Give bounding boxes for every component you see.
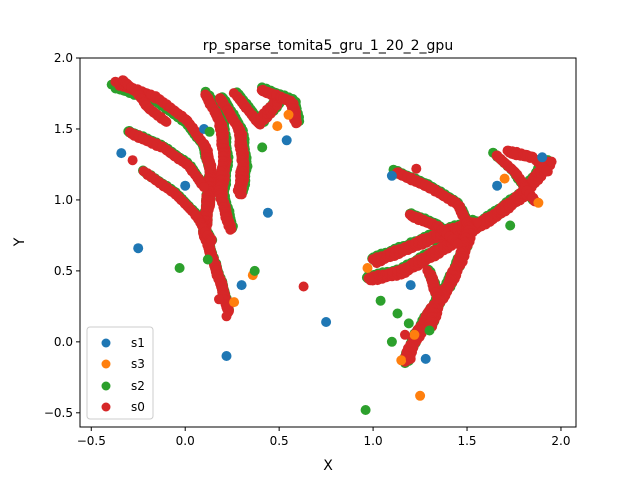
point-s0 (364, 273, 375, 283)
x-axis-ticks: −0.5 0.0 0.5 1.0 1.5 2.0 (77, 427, 571, 448)
cluster-point (199, 182, 209, 193)
point-s1 (236, 280, 247, 291)
cluster-s0-11 (404, 209, 463, 249)
point-s2 (204, 126, 215, 137)
y-tick-label: −0.5 (44, 406, 73, 420)
x-tick-label: 0.5 (270, 434, 289, 448)
cluster-point (206, 236, 217, 247)
cluster-s0-5 (215, 93, 250, 200)
point-s1 (221, 351, 232, 361)
cluster-point (234, 189, 245, 200)
cluster-s0-7 (256, 84, 302, 129)
cluster-point (291, 118, 302, 129)
point-s0 (411, 163, 422, 174)
x-tick-label: 1.0 (364, 434, 383, 448)
point-s1 (420, 353, 431, 364)
point-s2 (360, 405, 371, 415)
cluster-point (225, 224, 236, 235)
point-s1 (180, 180, 191, 191)
legend-entry-s1: s1 (101, 336, 145, 350)
legend-label-s0: s0 (131, 400, 145, 414)
point-s3 (409, 329, 420, 340)
point-s3 (415, 390, 426, 401)
point-s2 (424, 325, 435, 336)
point-s3 (272, 121, 283, 132)
legend-label-s2: s2 (131, 379, 145, 393)
legend-marker-s0 (101, 402, 111, 412)
scatter-points (116, 109, 557, 415)
legend-label-s3: s3 (131, 357, 145, 371)
y-tick-label: 1.5 (54, 122, 73, 136)
point-clusters (106, 75, 556, 369)
point-s0 (400, 329, 410, 340)
point-s3 (362, 263, 373, 273)
point-s2 (375, 295, 386, 306)
legend-entry-s2: s2 (101, 379, 145, 393)
point-s2 (403, 318, 414, 329)
point-s1 (537, 152, 548, 163)
point-s2 (174, 263, 185, 273)
point-s0 (127, 155, 138, 166)
cluster-s0-1 (117, 75, 172, 127)
cluster-s0-3 (138, 166, 217, 247)
cluster-s0-6 (228, 88, 283, 130)
legend-box (86, 326, 154, 420)
y-tick-label: 0.0 (54, 335, 73, 349)
chart-title: rp_sparse_tomita5_gru_1_20_2_gpu (203, 38, 453, 54)
point-s2 (249, 265, 260, 276)
point-s3 (499, 173, 510, 184)
point-s2 (386, 336, 397, 347)
legend-entry-s3: s3 (101, 357, 145, 371)
point-s1 (281, 135, 292, 146)
point-s1 (492, 180, 503, 191)
legend-label-s1: s1 (131, 336, 145, 350)
y-axis-ticks: −0.5 0.0 0.5 1.0 1.5 2.0 (44, 51, 80, 420)
plot-frame (79, 57, 577, 428)
x-axis-label: X (323, 458, 333, 474)
cluster-point (161, 116, 172, 127)
point-s1 (133, 243, 144, 254)
point-s0 (214, 294, 224, 305)
point-s0 (221, 311, 232, 322)
point-s1 (405, 280, 416, 291)
point-s2 (257, 142, 268, 153)
point-s1 (321, 317, 332, 327)
point-s2 (505, 220, 516, 231)
point-s1 (386, 170, 397, 181)
legend-marker-s3 (101, 359, 111, 369)
point-s0 (509, 149, 519, 160)
point-s3 (283, 109, 294, 120)
legend-entry-s0: s0 (101, 400, 145, 414)
point-s2 (392, 308, 403, 319)
x-tick-label: −0.5 (77, 434, 106, 448)
y-tick-label: 0.5 (54, 264, 73, 278)
y-tick-label: 1.0 (54, 193, 73, 207)
point-s2 (202, 254, 213, 265)
cluster-point (452, 238, 463, 249)
point-s3 (229, 297, 240, 308)
cluster-s0-4 (200, 89, 237, 235)
y-tick-label: 2.0 (54, 51, 73, 65)
point-s1 (262, 207, 273, 218)
point-s1 (116, 148, 127, 159)
x-tick-label: 1.5 (457, 434, 476, 448)
point-s3 (396, 355, 407, 366)
legend: s1 s3 s2 s0 (86, 326, 154, 420)
legend-marker-s1 (101, 338, 111, 348)
y-axis-label: Y (12, 237, 28, 247)
cluster-point (542, 166, 553, 177)
point-s0 (298, 281, 309, 292)
cluster-s0-2 (124, 127, 210, 193)
point-s0 (405, 353, 416, 364)
legend-marker-s2 (101, 381, 111, 391)
x-tick-label: 0.0 (176, 434, 195, 448)
x-tick-label: 2.0 (551, 434, 570, 448)
point-s0 (546, 156, 557, 167)
point-s3 (533, 197, 544, 208)
